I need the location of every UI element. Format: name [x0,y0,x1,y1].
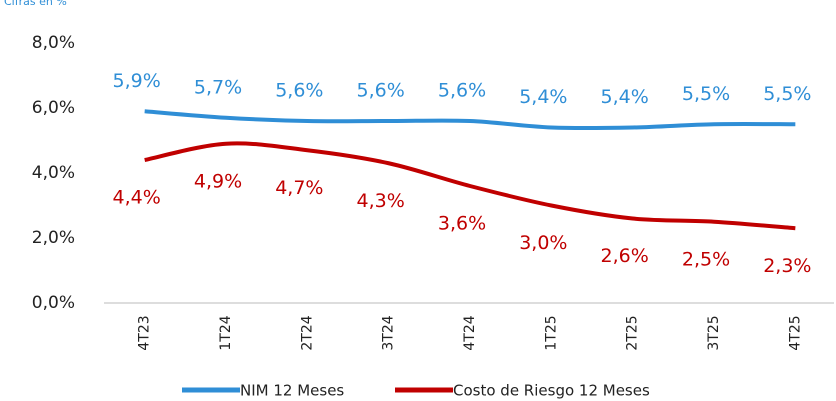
data-label: 5,6% [438,80,486,102]
x-tick-label: 3T25 [706,315,722,350]
data-label: 5,6% [275,80,323,102]
data-label: 4,9% [194,170,242,192]
y-tick-label: 6,0% [32,98,75,118]
legend-label: NIM 12 Meses [240,382,344,400]
x-tick-label: 2T25 [625,315,641,350]
x-tick-label: 4T24 [462,315,478,350]
data-label: 5,7% [194,76,242,98]
data-label: 2,6% [601,245,649,267]
x-tick-label: 3T24 [381,315,397,350]
data-label: 4,7% [275,177,323,199]
data-label: 3,6% [438,213,486,235]
x-tick-label: 4T23 [137,315,153,350]
data-label: 5,4% [601,86,649,108]
data-label: 4,4% [113,187,161,209]
y-tick-label: 0,0% [32,293,75,313]
y-tick-label: 8,0% [32,33,75,53]
x-tick-label: 2T24 [299,315,315,350]
data-label: 2,3% [763,255,811,277]
data-label: 4,3% [357,190,405,212]
data-label: 5,6% [357,80,405,102]
x-tick-label: 4T25 [787,315,803,350]
y-tick-label: 2,0% [32,228,75,248]
data-label: 5,5% [682,83,730,105]
legend-label: Costo de Riesgo 12 Meses [453,382,650,400]
data-label: 2,5% [682,248,730,270]
subtitle: Cifras en % [4,0,67,8]
data-label: 5,5% [763,83,811,105]
x-tick-label: 1T24 [218,315,234,350]
data-label: 5,9% [113,70,161,92]
data-label: 5,4% [519,86,567,108]
data-label: 3,0% [519,232,567,254]
series-line [144,109,796,131]
series-line [144,141,796,231]
y-tick-label: 4,0% [32,163,75,183]
x-tick-label: 1T25 [543,315,559,350]
